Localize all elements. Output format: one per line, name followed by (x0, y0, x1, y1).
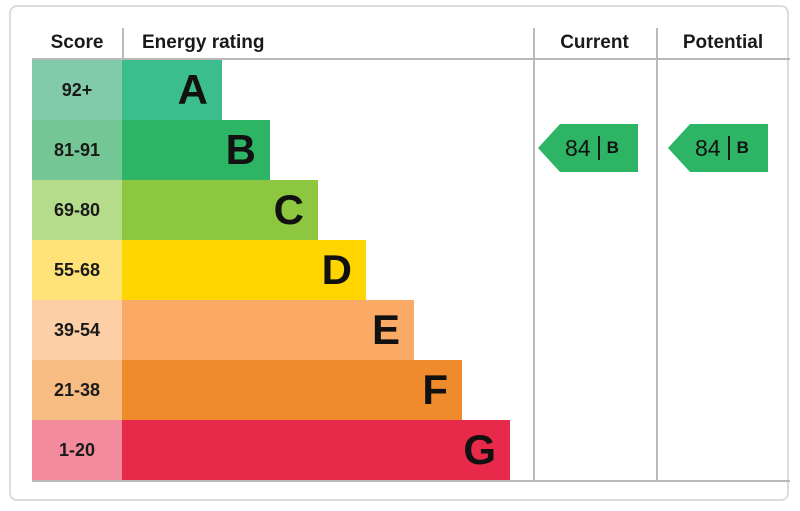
band-row-b: 81-91 B (32, 120, 790, 180)
divider-score-rating (122, 28, 124, 58)
rating-bar-e: E (122, 300, 414, 360)
band-row-d: 55-68 D (32, 240, 790, 300)
score-range: 92+ (32, 60, 122, 120)
header-current: Current (560, 32, 629, 53)
band-row-e: 39-54 E (32, 300, 790, 360)
rating-bar-a: A (122, 60, 222, 120)
rating-letter: B (225, 126, 256, 173)
rating-letter: F (422, 366, 448, 413)
current-score: 84 (565, 134, 591, 161)
rating-letter: C (273, 186, 304, 233)
table-header: Score Energy rating Current Potential (32, 28, 790, 60)
rating-bar-c: C (122, 180, 318, 240)
score-range: 1-20 (32, 420, 122, 480)
rating-table: Score Energy rating Current Potential 92… (32, 28, 790, 482)
divider-rating-current (533, 28, 535, 480)
band-row-f: 21-38 F (32, 360, 790, 420)
potential-letter: B (736, 138, 749, 157)
score-range: 81-91 (32, 120, 122, 180)
rating-letter: A (177, 66, 208, 113)
rating-bar-f: F (122, 360, 462, 420)
current-rating-arrow: 84 B (538, 124, 638, 172)
header-potential: Potential (682, 32, 764, 53)
arrow-divider (597, 136, 600, 160)
rating-bar-g: G (122, 420, 510, 480)
current-letter: B (606, 138, 619, 157)
divider-current-potential (656, 28, 658, 480)
band-row-g: 1-20 G (32, 420, 790, 480)
band-row-a: 92+ A (32, 60, 790, 120)
score-range: 21-38 (32, 360, 122, 420)
potential-score: 84 (695, 134, 721, 161)
band-rows: 92+ A 81-91 B 69-80 C 55-68 D (32, 60, 790, 480)
rating-letter: D (321, 246, 352, 293)
score-range: 69-80 (32, 180, 122, 240)
potential-rating-arrow: 84 B (668, 124, 768, 172)
score-range: 39-54 (32, 300, 122, 360)
arrow-divider (727, 136, 730, 160)
score-range: 55-68 (32, 240, 122, 300)
rating-letter: G (463, 426, 496, 473)
header-score: Score (50, 32, 104, 53)
header-energy-rating: Energy rating (142, 32, 265, 53)
band-row-c: 69-80 C (32, 180, 790, 240)
rating-bar-d: D (122, 240, 366, 300)
rating-bar-b: B (122, 120, 270, 180)
rating-letter: E (371, 306, 400, 353)
